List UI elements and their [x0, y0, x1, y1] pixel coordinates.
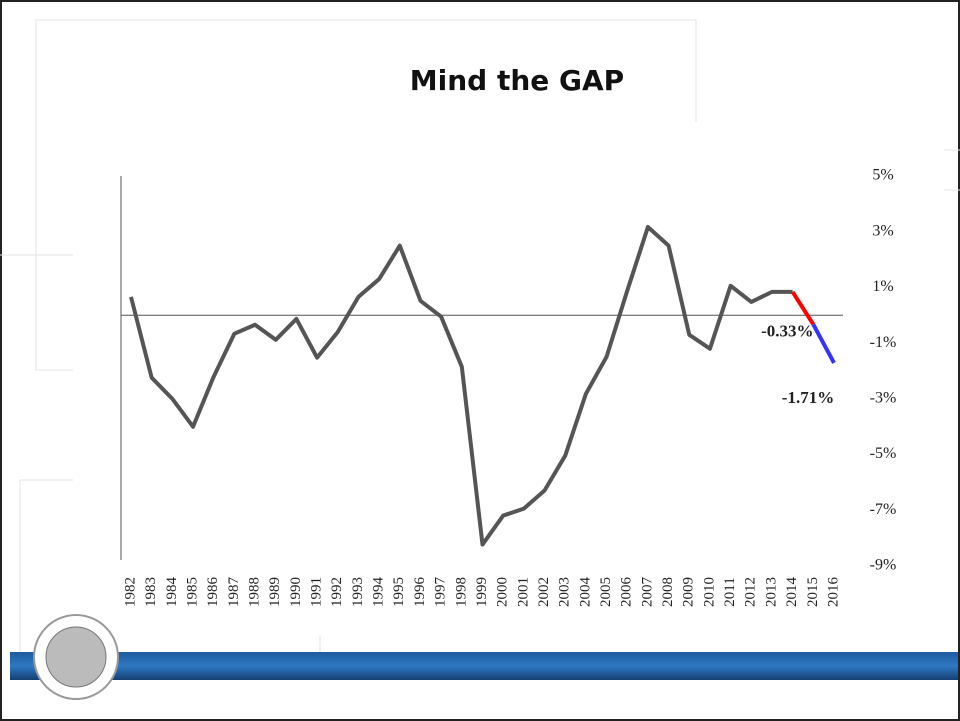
x-tick-label: 1985 — [184, 577, 200, 607]
y-tick-label: -3% — [870, 390, 897, 407]
x-tick-label: 1996 — [412, 577, 428, 608]
x-tick-label: 2008 — [660, 577, 676, 607]
x-tick-label: 1989 — [267, 577, 283, 607]
x-tick-label: 1990 — [288, 577, 304, 607]
y-tick-label: 1% — [872, 278, 893, 295]
y-tick-label: -5% — [870, 445, 897, 462]
footer-bar — [10, 652, 958, 680]
plot-area — [73, 122, 944, 636]
x-tick-label: 1986 — [205, 577, 221, 608]
x-tick-label: 2015 — [805, 577, 821, 607]
x-tick-label: 2002 — [536, 577, 552, 607]
x-tick-label: 2012 — [743, 577, 759, 607]
chart-title: Mind the GAP — [410, 64, 624, 97]
x-tick-label: 2006 — [619, 577, 635, 608]
x-tick-label: 1999 — [474, 577, 490, 607]
x-tick-label: 2005 — [598, 577, 614, 607]
x-tick-label: 1998 — [453, 577, 469, 607]
x-tick-label: 1993 — [350, 577, 366, 607]
x-tick-label: 2003 — [557, 577, 573, 607]
x-tick-label: 2004 — [577, 577, 593, 608]
x-tick-label: 1984 — [164, 577, 180, 608]
x-tick-label: 1987 — [226, 577, 242, 608]
line — [129, 224, 793, 547]
x-tick-label: 1991 — [309, 577, 325, 607]
x-tick-label: 1982 — [122, 577, 138, 607]
x-tick-label: 2016 — [825, 577, 841, 608]
x-tick-label: 2010 — [701, 577, 717, 607]
x-tick-label: 2000 — [495, 577, 511, 607]
y-tick-label: -1% — [870, 334, 897, 351]
logo — [33, 614, 119, 700]
x-tick-label: 2011 — [722, 577, 738, 606]
x-tick-label: 1997 — [433, 577, 449, 608]
line — [790, 290, 816, 326]
x-tick-label: 1988 — [246, 577, 262, 607]
chart: 5% 3% 1% -1% -3% -5% -7% -9% 1982 1983 1984 1985 198… — [120, 167, 897, 608]
x-tick-label: 2009 — [681, 577, 697, 607]
x-tick-label: 1992 — [329, 577, 345, 607]
y-tick-label: 5% — [872, 167, 893, 184]
x-tick-label: 2014 — [784, 577, 800, 608]
data-label: -0.33% — [761, 321, 813, 340]
x-tick-label: 1994 — [371, 577, 387, 608]
y-tick-label: 3% — [872, 222, 893, 239]
x-tick-label: 1983 — [143, 577, 159, 607]
x-tick-label: 1995 — [391, 577, 407, 607]
y-tick-label: -7% — [870, 501, 897, 518]
line — [811, 323, 836, 364]
x-tick-label: 2001 — [515, 577, 531, 607]
x-tick-label: 2013 — [763, 577, 779, 607]
data-label: -1.71% — [782, 388, 834, 407]
y-tick-label: -9% — [870, 557, 897, 574]
x-tick-label: 2007 — [639, 577, 655, 608]
